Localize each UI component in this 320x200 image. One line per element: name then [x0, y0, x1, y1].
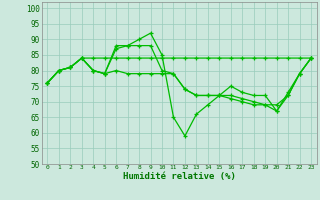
X-axis label: Humidité relative (%): Humidité relative (%) — [123, 172, 236, 181]
